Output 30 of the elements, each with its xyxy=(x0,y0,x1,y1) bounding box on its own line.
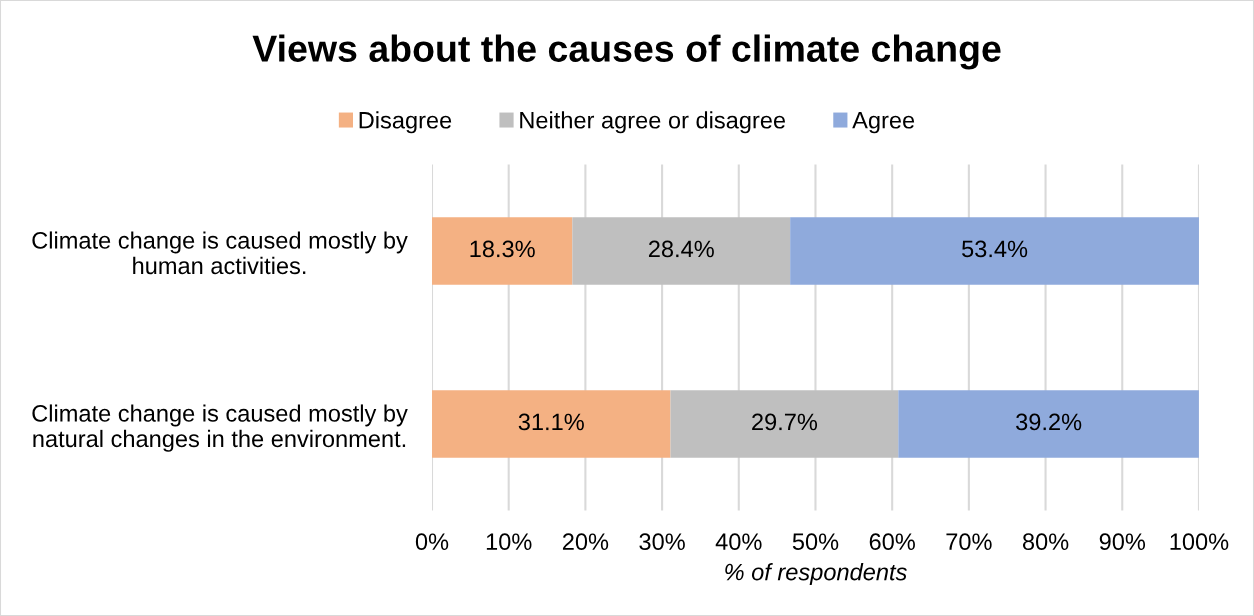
y-tick-label: Climate change is caused mostly by human activities. xyxy=(32,231,408,275)
bar xyxy=(432,217,573,285)
data-label: 53.4% xyxy=(962,240,1028,258)
legend-label: Disagree xyxy=(359,111,452,134)
legend-label: Agree xyxy=(852,112,915,134)
bar xyxy=(670,390,899,458)
data-label: 29.7% xyxy=(752,413,818,431)
data-label: 31.1% xyxy=(518,413,584,431)
x-tick-label: 30% xyxy=(639,533,685,551)
data-label: 28.4% xyxy=(648,240,714,258)
x-tick-label: 20% xyxy=(562,533,609,551)
x-tick-label: 10% xyxy=(486,533,532,551)
x-tick-label: 100% xyxy=(1170,533,1229,551)
y-tick-label: Climate change is caused mostly by natural changes in the environment. xyxy=(32,404,408,452)
x-tick-label: 0% xyxy=(415,533,449,551)
x-tick-label: 70% xyxy=(946,533,992,551)
x-axis-title: % of respondents xyxy=(725,563,907,586)
data-label: 18.3% xyxy=(470,240,535,258)
bar xyxy=(432,390,671,458)
x-tick-label: 80% xyxy=(1022,533,1069,551)
bar xyxy=(790,217,1199,285)
x-tick-label: 60% xyxy=(869,533,915,551)
x-tick-label: 40% xyxy=(715,533,762,551)
bar xyxy=(572,217,791,285)
x-tick-label: 50% xyxy=(792,533,839,551)
chart-title: Views about the causes of climate change xyxy=(252,34,1001,70)
x-tick-label: 90% xyxy=(1099,533,1146,551)
bar xyxy=(898,390,1199,458)
legend-label: Neither agree or disagree xyxy=(520,111,786,134)
data-label: 39.2% xyxy=(1016,413,1082,431)
